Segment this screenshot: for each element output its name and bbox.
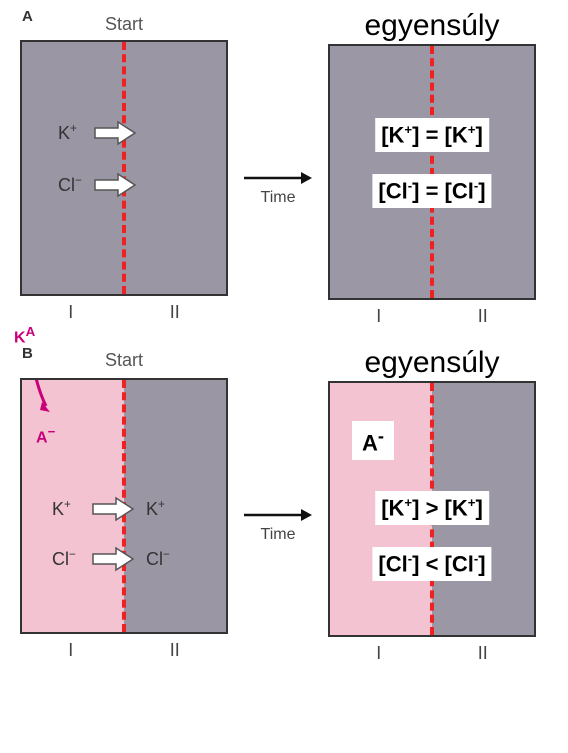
time-label-b: Time [261,526,296,544]
ion-label: Cl− [146,548,170,570]
diffusion-arrow-icon [94,120,136,151]
panel-b-row: B KA Start A− K+ K+Cl− Cl− I II Time [10,347,558,664]
membrane-icon [122,42,126,294]
time-label-a: Time [261,189,296,207]
panel-b-ka-area: KA Start [20,350,228,378]
equation-row: [Cl-] = [Cl-] [372,174,491,208]
panel-a-start-roman: I II [20,302,228,323]
time-arrow-b: Time [238,508,318,544]
panel-a-eq-roman: I II [328,306,536,327]
roman-i: I [68,640,73,661]
roman-ii: II [170,302,180,323]
panel-b-eq-roman: I II [328,643,536,664]
panel-b-eq-wrap: egyensúly A- [K+] > [K+] [Cl-] < [Cl-] I I… [328,347,536,664]
equation-row: [Cl-] < [Cl-] [372,547,491,581]
panel-b-start-wrap: KA Start A− K+ K+ Cl− Cl− I II [20,350,228,661]
panel-b-start-right [124,380,226,632]
roman-ii: II [170,640,180,661]
panel-b-start-label: Start [20,350,228,374]
panel-a-start-box: K+ Cl− [20,40,228,296]
membrane-icon [430,46,434,298]
ion-label: Cl− [52,548,76,570]
time-arrow-a: Time [238,171,318,207]
panel-a-start-wrap: Start K+ Cl− I II [20,14,228,323]
roman-i: I [376,643,381,664]
a-minus-box: A- [352,421,394,460]
panel-b-eq-label: egyensúly [364,347,499,379]
panel-b-eq-box: A- [K+] > [K+] [Cl-] < [Cl-] [328,381,536,637]
panel-a-eq-label: egyensúly [364,10,499,42]
ka-arrow-icon [30,378,58,425]
panel-a-eq-wrap: egyensúly [K+] = [K+] [Cl-] = [Cl-] I II [328,10,536,327]
panel-b-start-box: A− K+ K+ Cl− Cl− [20,378,228,634]
diffusion-arrow-icon [94,172,136,203]
ion-label: Cl− [58,174,82,196]
roman-i: I [376,306,381,327]
equation-row: [K+] = [K+] [375,118,489,152]
panel-a-start-right [124,42,226,294]
roman-ii: II [478,643,488,664]
panel-a-start-left [22,42,124,294]
roman-i: I [68,302,73,323]
ka-label: KA [14,324,35,347]
panel-a-eq-right [432,46,534,298]
panel-a-start-label: Start [105,14,143,38]
panel-a-row: A Start K+ Cl− I II Time egyensúly [K+] … [10,10,558,327]
a-dissoc-label: A− [36,424,55,447]
equation-row: [K+] > [K+] [375,491,489,525]
roman-ii: II [478,306,488,327]
panel-a-letter: A [22,8,33,25]
ion-label: K+ [146,498,165,520]
panel-b-start-roman: I II [20,640,228,661]
diffusion-arrow-icon [92,546,134,577]
panel-a-eq-box: [K+] = [K+] [Cl-] = [Cl-] [328,44,536,300]
ion-label: K+ [52,498,71,520]
ion-label: K+ [58,122,77,144]
panel-a-eq-left [330,46,432,298]
diffusion-arrow-icon [92,496,134,527]
